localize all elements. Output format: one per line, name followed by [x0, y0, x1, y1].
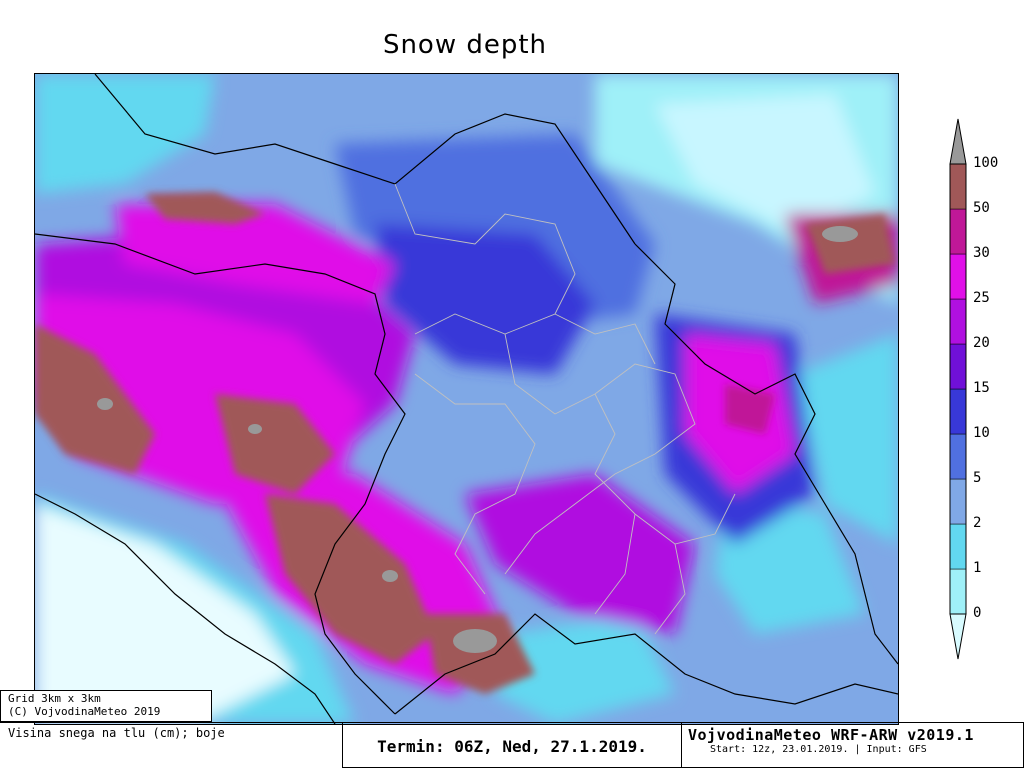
border-west: [35, 233, 406, 715]
colorbar: [949, 118, 967, 660]
district-lines-1: [394, 183, 576, 335]
region-nw-cyan: [35, 74, 215, 194]
region-sw-brown: [265, 494, 435, 664]
region-west-brown: [35, 324, 155, 474]
region-center-brown: [215, 394, 335, 494]
region-south-cyan: [495, 614, 675, 724]
colorbar-bin: [949, 163, 967, 210]
copyright-text: (C) VojvodinaMeteo 2019: [8, 705, 161, 718]
region-sw-white: [35, 504, 295, 724]
region-east-brown: [725, 384, 775, 434]
colorbar-tick-label: 5: [973, 470, 982, 486]
region-south-magenta: [465, 474, 695, 634]
colorbar-outline: [949, 163, 967, 615]
region-band-magenta: [115, 204, 395, 304]
colorbar-bin: [949, 208, 967, 255]
colorbar-bin: [949, 298, 967, 345]
snow-depth-map: [34, 73, 899, 725]
region-nw-band-brown: [145, 192, 265, 224]
grey-patch-sw: [382, 570, 398, 582]
colorbar-tick-label: 2: [973, 515, 982, 531]
grey-patch-south: [453, 629, 497, 653]
colorbar-tick-label: 0: [973, 605, 982, 621]
colorbar-tick-label: 10: [973, 425, 990, 441]
colorbar-bin: [949, 478, 967, 525]
colorbar-tick-label: 50: [973, 200, 990, 216]
colorbar-bin: [949, 523, 967, 570]
border-south: [394, 613, 898, 715]
colorbar-bin: [949, 388, 967, 435]
termin-box: Termin: 06Z, Ned, 27.1.2019.: [342, 722, 682, 768]
colorbar-bin: [949, 433, 967, 480]
grid-info-box: Grid 3km x 3km (C) VojvodinaMeteo 2019: [0, 690, 212, 722]
variable-text: Visina snega na tlu (cm); boje: [8, 726, 225, 740]
colorbar-bin: [949, 568, 967, 615]
region-center-dark: [375, 224, 595, 374]
region-east-cyan: [795, 334, 898, 544]
colorbar-tick-label: 15: [973, 380, 990, 396]
colorbar-bin: [949, 343, 967, 390]
chart-title: Snow depth: [382, 30, 548, 60]
variable-description: Visina snega na tlu (cm); boje: [0, 722, 342, 768]
district-lines-2: [504, 333, 696, 575]
district-lines-3: [414, 373, 536, 595]
brand-title: VojvodinaMeteo WRF-ARW v2019.1: [688, 726, 974, 744]
colorbar-bottom-arrow: [949, 613, 967, 660]
start-info: Start: 12z, 23.01.2019. | Input: GFS: [710, 744, 927, 755]
termin-text: Termin: 06Z, Ned, 27.1.2019.: [377, 737, 647, 756]
grey-patch-west: [97, 398, 113, 410]
district-lines-6: [594, 513, 686, 635]
grey-patch-center: [248, 424, 262, 434]
region-center-blue: [335, 134, 655, 324]
border-east: [634, 243, 898, 665]
grey-patch-ne: [822, 226, 858, 242]
colorbar-bin: [949, 253, 967, 300]
colorbar-tick-label: 100: [973, 155, 999, 171]
coastline: [35, 493, 336, 724]
brand-box: VojvodinaMeteo WRF-ARW v2019.1 Start: 12…: [682, 722, 1024, 768]
colorbar-top-arrow: [949, 118, 967, 165]
region-ne-pale: [655, 94, 875, 234]
colorbar-tick-label: 25: [973, 290, 990, 306]
colorbar-tick-label: 20: [973, 335, 990, 351]
region-south-brown: [425, 614, 535, 694]
grid-size-text: Grid 3km x 3km: [8, 692, 101, 705]
colorbar-tick-label: 30: [973, 245, 990, 261]
colorbar-tick-label: 1: [973, 560, 982, 576]
district-lines-5: [554, 313, 656, 365]
